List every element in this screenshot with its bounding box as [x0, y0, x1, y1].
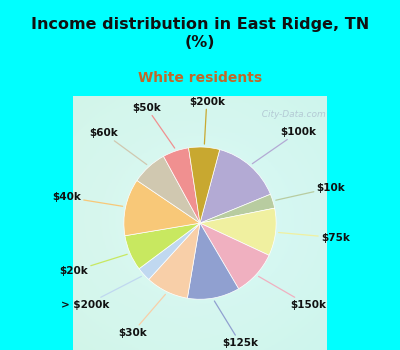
Text: $60k: $60k	[89, 128, 147, 164]
Wedge shape	[200, 208, 276, 255]
Wedge shape	[125, 223, 200, 269]
Wedge shape	[200, 223, 269, 289]
Text: $200k: $200k	[189, 97, 225, 144]
Text: White residents: White residents	[138, 71, 262, 85]
Wedge shape	[200, 194, 275, 223]
Wedge shape	[124, 181, 200, 236]
Wedge shape	[187, 223, 238, 299]
Text: $30k: $30k	[118, 294, 166, 338]
Wedge shape	[200, 149, 270, 223]
Text: City-Data.com: City-Data.com	[256, 110, 326, 119]
Bar	[38, 71, 362, 78]
Text: $100k: $100k	[252, 127, 316, 164]
Wedge shape	[149, 223, 200, 298]
Text: $50k: $50k	[132, 103, 175, 148]
Text: $150k: $150k	[258, 276, 326, 310]
Text: > $200k: > $200k	[62, 276, 142, 310]
Text: Income distribution in East Ridge, TN
(%): Income distribution in East Ridge, TN (%…	[31, 17, 369, 50]
Text: $20k: $20k	[59, 254, 127, 276]
Text: $40k: $40k	[52, 192, 123, 206]
Wedge shape	[188, 147, 220, 223]
Text: $125k: $125k	[214, 301, 258, 348]
Wedge shape	[139, 223, 200, 279]
Wedge shape	[164, 148, 200, 223]
Text: $75k: $75k	[279, 232, 350, 243]
Wedge shape	[137, 156, 200, 223]
Text: $10k: $10k	[276, 183, 345, 200]
